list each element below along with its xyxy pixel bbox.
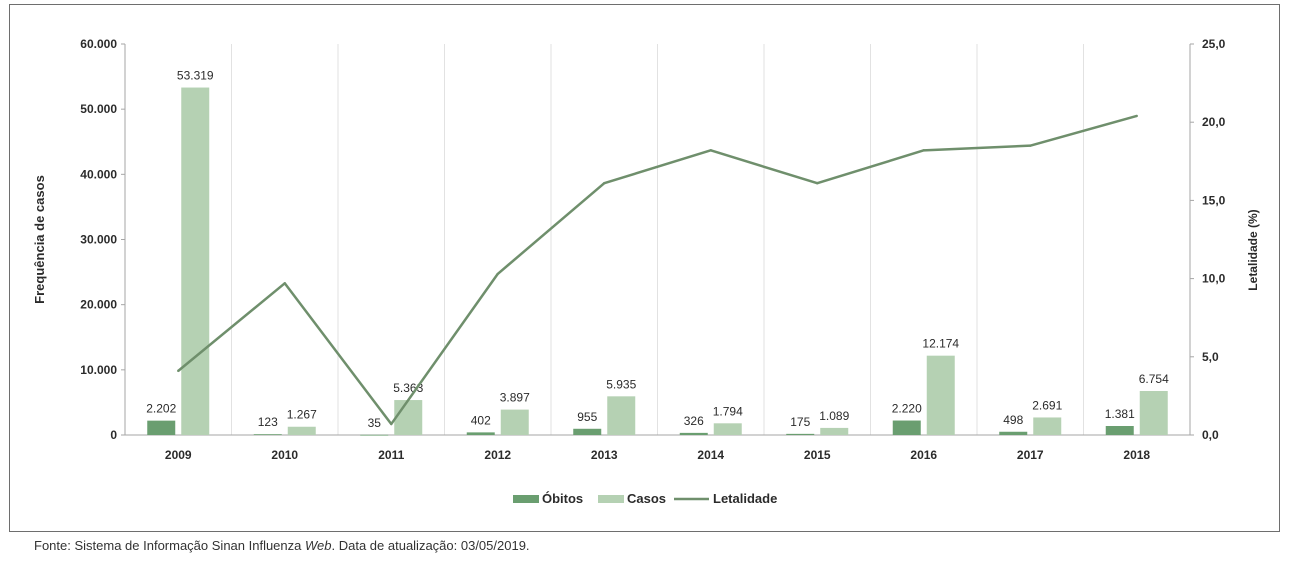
data-label-casos: 12.174 (922, 337, 959, 351)
bar-casos (1033, 417, 1062, 435)
bar-obitos (1105, 426, 1134, 435)
line-point-letalidade (922, 149, 925, 152)
bar-obitos (999, 431, 1028, 435)
y-tick-label-left: 0 (110, 428, 117, 442)
data-label-casos: 1.089 (819, 409, 849, 423)
y-tick-label-right: 20,0 (1202, 115, 1226, 129)
bar-obitos (573, 428, 602, 435)
bar-obitos (786, 433, 815, 435)
x-tick-label: 2012 (484, 448, 511, 462)
x-tick-label: 2014 (697, 448, 724, 462)
bar-obitos (892, 420, 921, 435)
x-tick-label: 2018 (1123, 448, 1150, 462)
data-label-casos: 3.897 (500, 391, 530, 405)
line-point-letalidade (496, 272, 499, 276)
y-tick-label-right: 25,0 (1202, 37, 1226, 51)
data-label-casos: 2.691 (1032, 398, 1062, 412)
data-label-casos: 1.794 (713, 404, 743, 418)
series-line-letalidade (177, 114, 1138, 426)
x-tick-label: 2009 (165, 448, 192, 462)
y-tick-label-left: 10.000 (80, 363, 117, 377)
line-point-letalidade (816, 181, 819, 185)
bar-casos (926, 355, 955, 435)
y-tick-label-left: 30.000 (80, 233, 117, 247)
bar-obitos (466, 432, 495, 435)
bar-casos (287, 426, 316, 435)
y-tick-label-left: 20.000 (80, 298, 117, 312)
data-label-obitos: 35 (368, 416, 382, 430)
x-tick-label: 2013 (591, 448, 618, 462)
data-label-obitos: 175 (790, 415, 810, 429)
y-tick-label-left: 40.000 (80, 167, 117, 181)
data-label-obitos: 2.220 (892, 402, 922, 416)
legend-label-obitos: Óbitos (542, 491, 583, 506)
data-label-obitos: 326 (684, 414, 704, 428)
line-point-letalidade (1135, 114, 1138, 118)
data-label-obitos: 123 (258, 415, 278, 429)
line-point-letalidade (603, 181, 606, 185)
bar-casos (607, 396, 636, 435)
line-point-letalidade (709, 149, 712, 152)
y-tick-label-right: 10,0 (1202, 272, 1226, 286)
x-tick-label: 2015 (804, 448, 831, 462)
legend-swatch-casos (598, 495, 624, 503)
bar-casos (500, 409, 529, 435)
line-point-letalidade (283, 282, 286, 285)
data-label-casos: 5.935 (606, 377, 636, 391)
source-prefix: Fonte: Sistema de Informação Sinan Influ… (34, 538, 305, 553)
data-label-obitos: 2.202 (146, 402, 176, 416)
y-axis-title-right: Letalidade (%) (1246, 209, 1260, 290)
bar-obitos (253, 434, 282, 435)
data-label-obitos: 955 (577, 410, 597, 424)
data-label-casos: 6.754 (1139, 372, 1169, 386)
source-note: Fonte: Sistema de Informação Sinan Influ… (34, 538, 530, 553)
y-tick-label-right: 0,0 (1202, 428, 1219, 442)
data-label-obitos: 498 (1003, 413, 1023, 427)
x-tick-label: 2016 (910, 448, 937, 462)
data-label-obitos: 402 (471, 413, 491, 427)
source-suffix: . Data de atualização: 03/05/2019. (331, 538, 530, 553)
y-tick-label-left: 50.000 (80, 102, 117, 116)
x-tick-label: 2017 (1017, 448, 1044, 462)
bar-obitos (679, 432, 708, 435)
bar-obitos (147, 420, 176, 435)
line-point-letalidade (390, 422, 393, 426)
line-point-letalidade (1029, 144, 1032, 147)
data-label-casos: 53.319 (177, 69, 214, 83)
chart-svg: 0 10.000 20.000 30.000 40.000 50.000 60.000 0,0… (32, 37, 1260, 506)
y-axis-title-left: Frequência de casos (32, 175, 47, 304)
legend-label-letalidade: Letalidade (713, 491, 777, 506)
legend-label-casos: Casos (627, 491, 666, 506)
y-tick-label-left: 60.000 (80, 37, 117, 51)
bar-casos (1139, 390, 1168, 435)
bar-casos (713, 423, 742, 435)
line-point-letalidade (177, 369, 180, 373)
bar-obitos (360, 434, 389, 436)
chart-frame: 0 10.000 20.000 30.000 40.000 50.000 60.000 0,0… (9, 4, 1280, 532)
y-tick-label-right: 5,0 (1202, 350, 1219, 364)
bar-casos (394, 400, 423, 435)
data-label-casos: 5.363 (393, 381, 423, 395)
source-italic: Web (305, 538, 332, 553)
bar-casos (820, 427, 849, 435)
x-tick-label: 2010 (271, 448, 298, 462)
y-tick-label-right: 15,0 (1202, 193, 1226, 207)
x-tick-label: 2011 (378, 448, 404, 462)
data-label-obitos: 1.381 (1105, 407, 1135, 421)
bar-casos (181, 87, 210, 436)
data-label-casos: 1.267 (287, 408, 317, 422)
legend-swatch-obitos (513, 495, 539, 503)
